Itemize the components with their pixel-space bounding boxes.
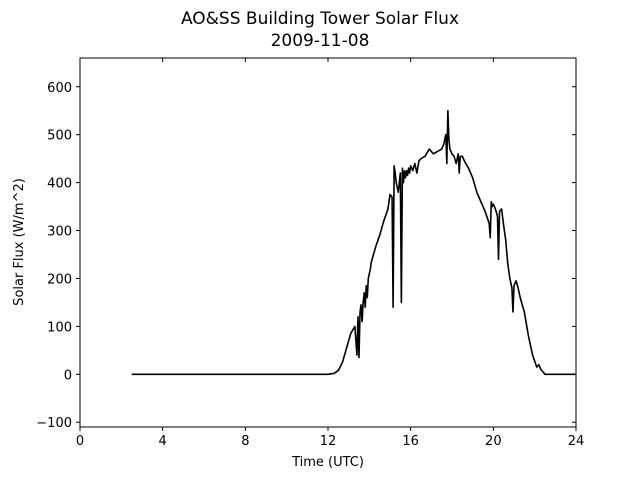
x-tick-label-6: 24 — [568, 434, 585, 449]
y-tick-label-2: 100 — [47, 320, 72, 335]
y-tick-label-6: 500 — [47, 129, 72, 144]
y-tick-label-3: 200 — [47, 272, 72, 287]
chart-subtitle: 2009-11-08 — [271, 31, 370, 51]
chart-title: AO&SS Building Tower Solar Flux — [181, 9, 459, 29]
plot-frame — [79, 57, 577, 428]
x-axis-label: Time (UTC) — [291, 455, 364, 470]
y-tick-label-0: −100 — [36, 416, 72, 431]
plot-area: 0 4 8 12 16 20 24 −100 0 100 200 300 400 500 600 — [36, 57, 585, 449]
x-tick-label-1: 4 — [159, 434, 167, 449]
x-tick-label-4: 16 — [402, 434, 419, 449]
y-tick-label-7: 600 — [47, 81, 72, 96]
y-axis-label: Solar Flux (W/m^2) — [12, 178, 27, 306]
x-tick-label-0: 0 — [76, 434, 84, 449]
y-tick-label-4: 300 — [47, 225, 72, 240]
y-tick-label-1: 0 — [64, 368, 72, 383]
y-tick-label-5: 400 — [47, 177, 72, 192]
x-tick-label-5: 20 — [485, 434, 502, 449]
x-tick-label-2: 8 — [241, 434, 249, 449]
x-tick-label-3: 12 — [320, 434, 337, 449]
series-line-0 — [131, 109, 576, 376]
